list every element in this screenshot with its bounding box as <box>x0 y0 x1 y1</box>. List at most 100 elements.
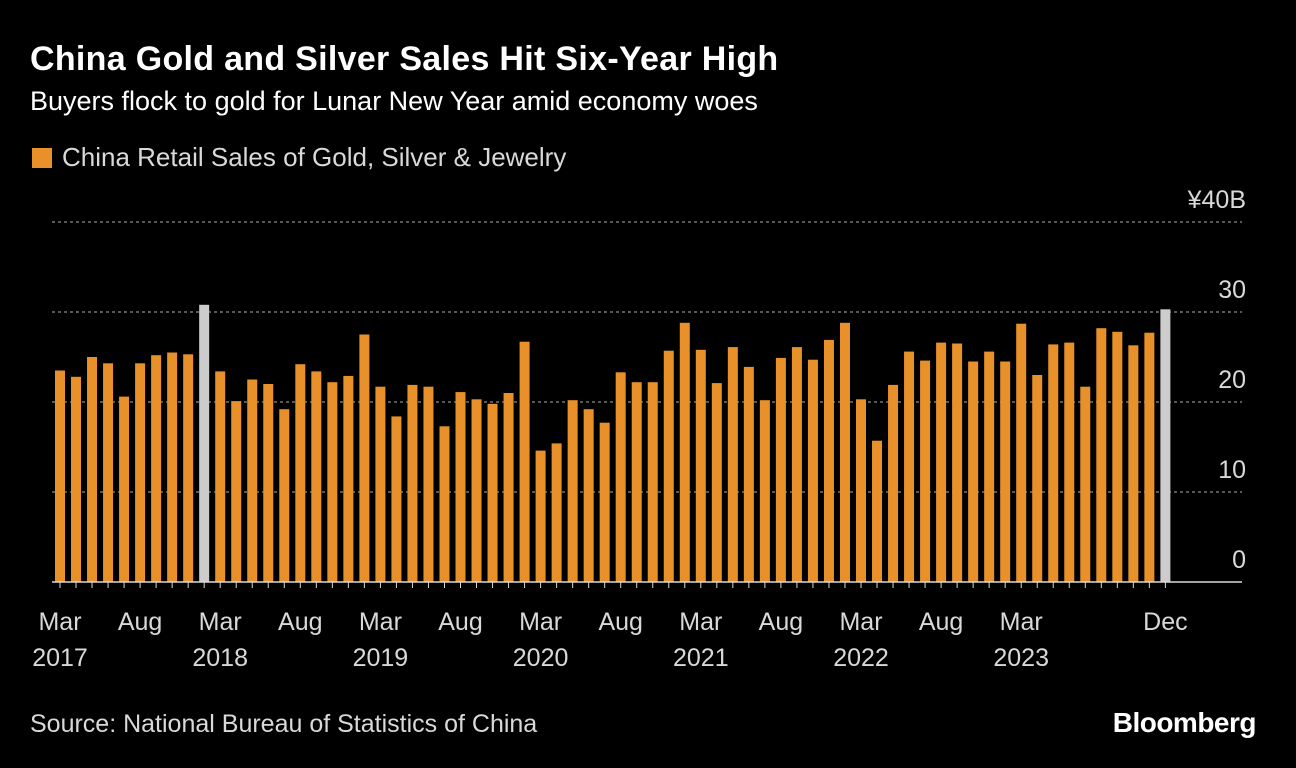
y-tick-label: 10 <box>1218 456 1246 484</box>
bar <box>439 426 450 582</box>
bar <box>295 364 306 582</box>
bar <box>215 371 226 582</box>
x-tick-year-label: 2022 <box>833 644 889 672</box>
bar <box>759 400 770 582</box>
bar <box>151 355 162 582</box>
bar <box>856 399 866 582</box>
x-tick-label: Mar <box>359 608 402 636</box>
bar <box>679 322 690 582</box>
bar <box>1016 323 1027 582</box>
bar <box>183 354 194 582</box>
bar <box>743 366 754 582</box>
bar <box>1064 342 1075 582</box>
y-tick-label: 20 <box>1218 366 1246 394</box>
x-tick-label: Mar <box>1000 608 1043 636</box>
bar <box>968 361 979 582</box>
y-tick-label: ¥40B <box>1187 186 1246 214</box>
bar <box>1160 309 1171 582</box>
bar <box>1096 328 1107 582</box>
bar <box>1000 361 1011 582</box>
bar <box>503 393 514 582</box>
bar <box>263 384 274 582</box>
bar <box>711 383 722 582</box>
bar <box>567 400 578 582</box>
bar <box>311 371 322 582</box>
x-tick-label: Aug <box>759 608 803 636</box>
bar <box>599 422 610 582</box>
bar <box>391 416 402 582</box>
bar <box>888 384 899 582</box>
bar <box>984 351 995 582</box>
bar <box>551 443 562 582</box>
x-tick-year-label: 2017 <box>32 644 88 672</box>
bar <box>872 440 883 582</box>
x-tick-label: Mar <box>839 608 882 636</box>
bar <box>119 396 130 582</box>
chart-subtitle: Buyers flock to gold for Lunar New Year … <box>30 86 758 116</box>
bar <box>167 352 178 582</box>
bar <box>487 403 498 582</box>
bar <box>71 376 82 582</box>
bar <box>519 341 530 582</box>
bar <box>807 359 818 582</box>
x-tick-label: Aug <box>278 608 322 636</box>
bar <box>695 349 706 582</box>
x-tick-label: Mar <box>679 608 722 636</box>
legend-label: China Retail Sales of Gold, Silver & Jew… <box>62 142 567 172</box>
bar <box>359 334 370 582</box>
bar <box>135 363 146 582</box>
x-tick-label: Mar <box>199 608 242 636</box>
bar <box>471 399 482 582</box>
bar <box>1128 345 1139 582</box>
x-tick-label: Mar <box>519 608 562 636</box>
bar <box>1080 386 1091 582</box>
bar <box>904 351 915 582</box>
x-tick-label: Aug <box>919 608 963 636</box>
bar <box>920 360 931 582</box>
bar <box>663 350 674 582</box>
legend-swatch <box>32 147 52 168</box>
bar <box>791 347 802 582</box>
bar <box>247 379 258 582</box>
bar <box>936 342 947 582</box>
bar <box>631 382 642 582</box>
chart-title: China Gold and Silver Sales Hit Six-Year… <box>30 40 779 78</box>
x-tick-label: Aug <box>438 608 482 636</box>
x-tick-year-label: 2021 <box>673 644 729 672</box>
x-tick-label: Aug <box>118 608 162 636</box>
chart-legend: China Retail Sales of Gold, Silver & Jew… <box>32 142 566 173</box>
y-tick-label: 0 <box>1232 546 1246 574</box>
bar <box>279 409 290 582</box>
bar <box>55 370 65 582</box>
x-tick-year-label: 2019 <box>353 644 409 672</box>
bar <box>423 386 434 582</box>
bar <box>1144 332 1155 582</box>
bar <box>727 347 738 582</box>
bar <box>647 382 658 582</box>
bar <box>1048 344 1059 582</box>
bar <box>375 386 386 582</box>
y-tick-label: 30 <box>1218 276 1246 304</box>
bar <box>839 322 850 582</box>
bar <box>87 357 98 582</box>
bar <box>407 384 418 582</box>
x-tick-year-label: 2018 <box>192 644 248 672</box>
x-tick-year-label: 2023 <box>993 644 1049 672</box>
bar <box>615 372 626 582</box>
bar <box>327 382 338 582</box>
source-note: Source: National Bureau of Statistics of… <box>30 710 538 738</box>
x-tick-label: Aug <box>598 608 642 636</box>
x-tick-year-label: 2020 <box>513 644 569 672</box>
bar <box>1032 375 1043 582</box>
bar <box>1112 331 1123 582</box>
x-tick-label: Dec <box>1143 608 1187 636</box>
bloomberg-logo: Bloomberg <box>1112 707 1257 738</box>
bar <box>775 357 786 582</box>
bar <box>343 375 354 582</box>
bar <box>455 392 466 582</box>
bar <box>823 339 834 582</box>
bar <box>231 401 242 582</box>
bar <box>199 304 210 582</box>
bar <box>103 363 114 582</box>
